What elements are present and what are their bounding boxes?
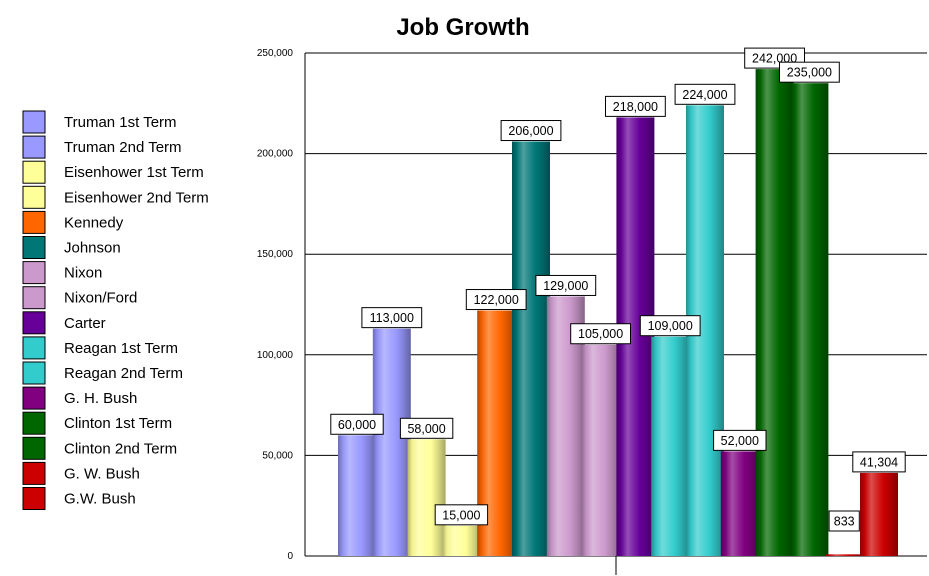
legend-swatch [22,261,46,285]
bar-16 [860,472,898,556]
legend-label: Reagan 2nd Term [64,365,183,382]
legend-swatch [22,236,46,259]
data-label-box [465,289,527,311]
y-tick-label: 150,000 [257,249,294,260]
data-label: 218,000 [613,100,658,114]
data-label: 206,000 [508,124,553,138]
data-label: 15,000 [442,508,480,522]
legend-swatch [22,386,46,410]
data-label: 41,304 [860,455,898,469]
legend-swatch [22,461,46,485]
legend-label: Eisenhower 1st Term [64,164,204,181]
legend-label: G.W. Bush [64,491,136,508]
data-label-box [570,323,632,345]
bar-14 [790,83,829,557]
data-label-box [852,451,906,473]
legend-label: Nixon [64,265,102,282]
legend-swatch [22,160,46,184]
bar-15 [825,554,864,556]
legend-label: Clinton 2nd Term [64,440,177,457]
legend-label: Clinton 1st Term [64,415,172,432]
bar-13 [755,69,794,556]
data-label: 129,000 [543,279,588,293]
bar-8 [581,344,620,556]
data-label-box [399,417,454,439]
legend-swatch [22,185,46,209]
legend-swatch [22,487,46,510]
data-label: 60,000 [338,418,376,432]
data-labels: 60,000 113,000 58,000 15,000 122,000 206,000 1… [330,47,906,532]
chart-title: Job Growth [396,14,529,41]
bar-10 [651,336,690,556]
legend-label: Reagan 1st Term [64,340,178,357]
legend-label: G. W. Bush [64,465,140,482]
legend-swatch [22,336,46,360]
y-tick-label: 0 [287,551,293,562]
legend-label: Carter [64,315,106,332]
bar-1 [338,435,376,556]
data-label-box [605,95,666,117]
legend-label: Truman 2nd Term [64,139,182,156]
legend-label: Truman 1st Term [64,114,177,131]
data-label: 122,000 [474,293,519,307]
legend-label: Nixon/Ford [64,290,137,307]
data-label-box [674,83,736,105]
y-tick-label: 250,000 [257,48,294,59]
legend-label: Johnson [64,240,121,257]
data-label-box [713,429,767,451]
y-axis: 0 50,000 100,000 150,000 200,000 250,000 [257,48,617,575]
legend-swatch [22,286,46,310]
legend-swatch [22,436,46,460]
bar-3 [407,439,446,556]
y-tick-label: 200,000 [257,149,294,160]
legend: Truman 1st Term Truman 2nd Term Eisenhower… [22,110,209,510]
legend-label: Eisenhower 2nd Term [64,189,209,206]
data-label: 52,000 [721,434,759,448]
data-label: 224,000 [682,88,727,102]
data-label-box [361,307,423,329]
data-label-box [434,504,489,526]
data-label-box [330,413,384,435]
bar-4 [442,525,481,556]
data-label-box [535,274,597,296]
data-label: 58,000 [407,422,445,436]
data-label: 833 [834,515,855,529]
data-label-box [639,315,701,337]
bar-6 [512,141,550,556]
data-label: 113,000 [370,311,414,325]
data-label: 109,000 [648,319,693,333]
legend-swatch [22,311,46,335]
data-label-box [779,61,840,83]
legend-label: Kennedy [64,214,124,231]
data-label: 235,000 [787,66,832,80]
data-label: 105,000 [578,327,623,341]
legend-swatch [22,411,46,435]
legend-label: G. H. Bush [64,390,137,407]
legend-swatch [22,135,46,159]
legend-swatch [22,210,46,234]
bar-12 [720,451,759,556]
legend-swatch [22,361,46,385]
y-tick-label: 100,000 [257,350,294,361]
data-label-box [500,120,562,142]
y-tick-label: 50,000 [262,450,293,461]
legend-swatch [22,110,46,134]
bar-2 [372,328,411,556]
data-label-box [828,510,860,532]
